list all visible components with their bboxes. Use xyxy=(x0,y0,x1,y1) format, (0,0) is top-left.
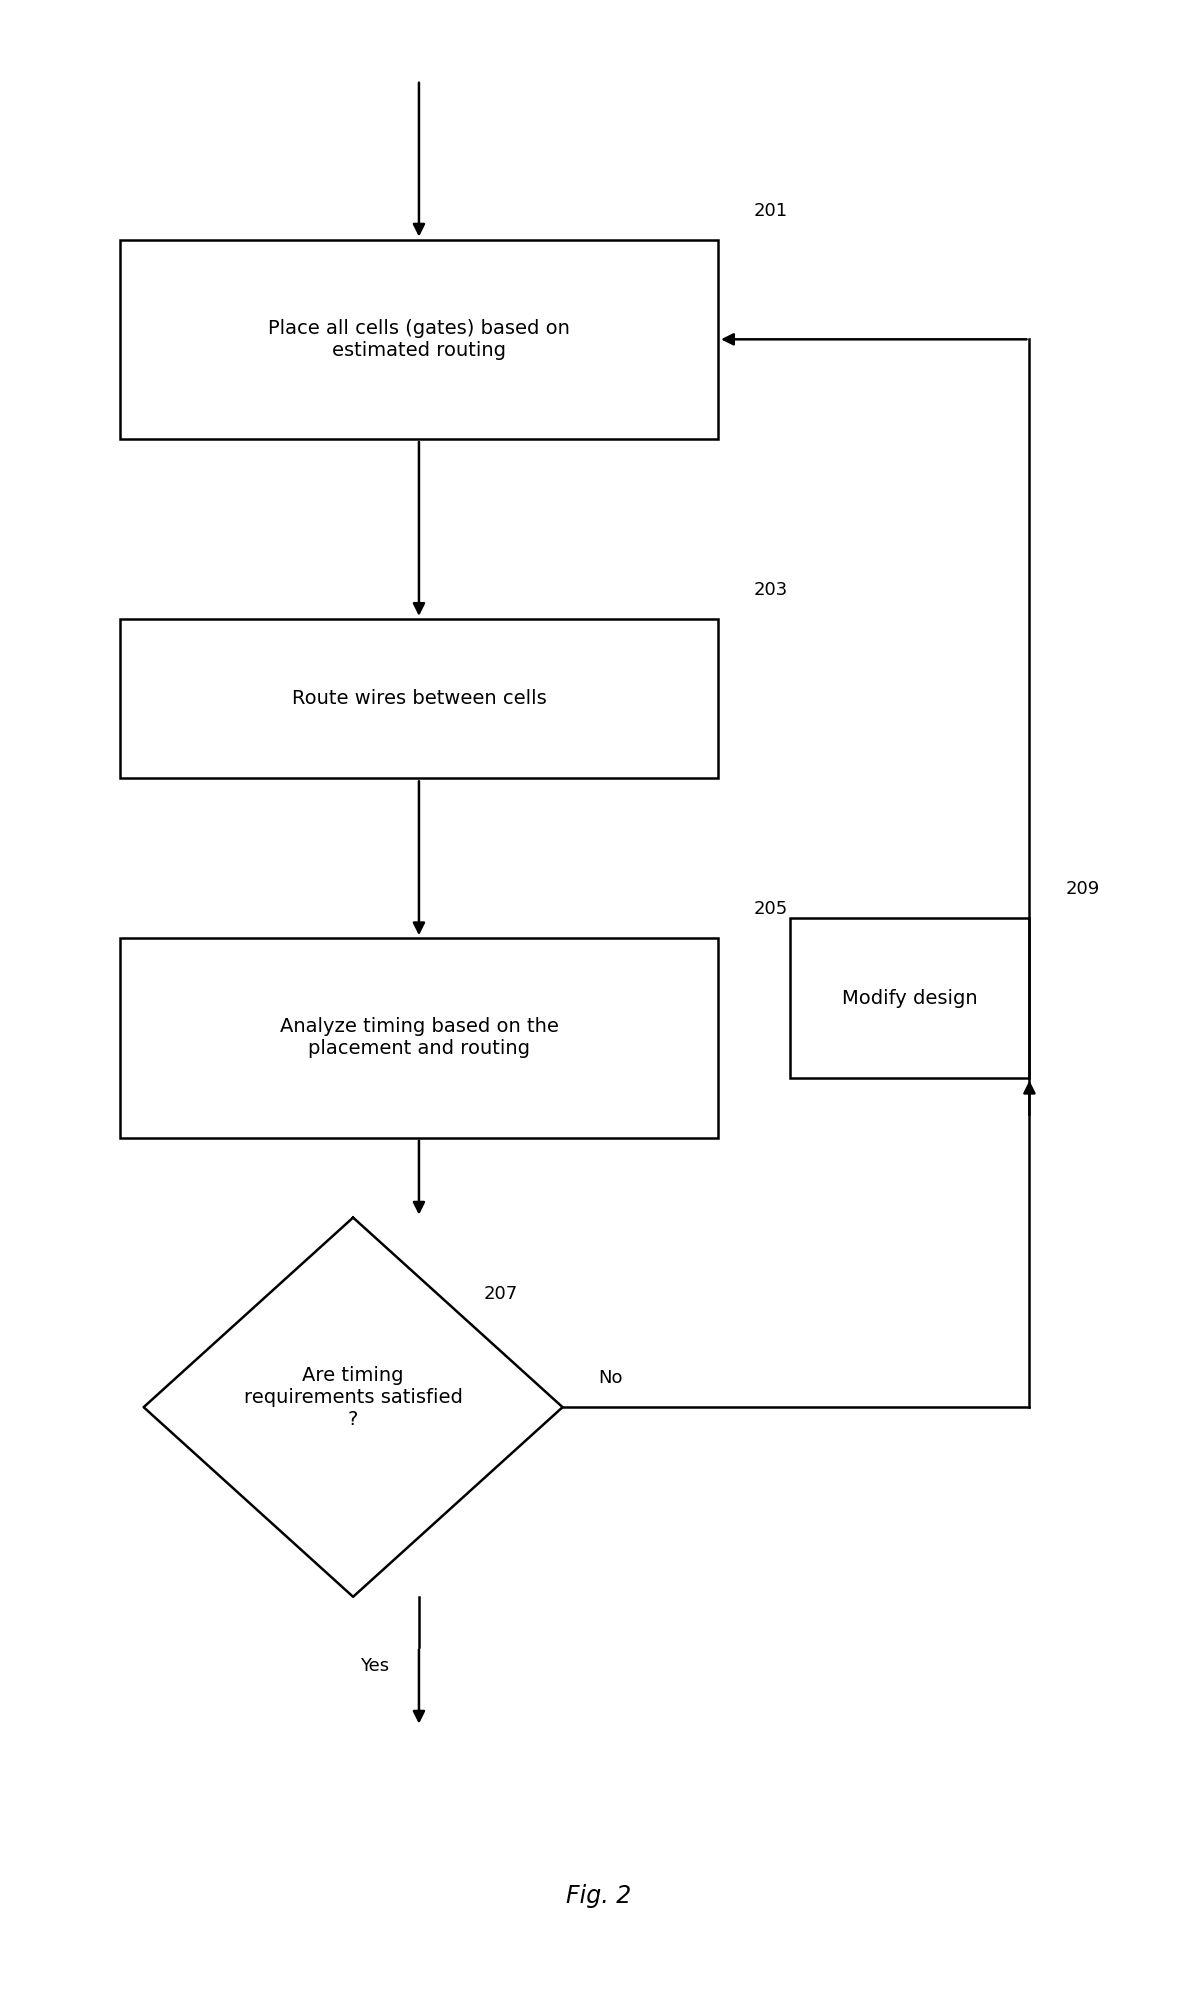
Text: Are timing
requirements satisfied
?: Are timing requirements satisfied ? xyxy=(244,1365,462,1429)
Text: Place all cells (gates) based on
estimated routing: Place all cells (gates) based on estimat… xyxy=(268,319,570,359)
Text: 201: 201 xyxy=(754,202,789,220)
FancyBboxPatch shape xyxy=(120,619,718,778)
Text: Yes: Yes xyxy=(360,1657,389,1675)
Text: Modify design: Modify design xyxy=(841,988,978,1008)
Text: 205: 205 xyxy=(754,900,789,918)
Text: Fig. 2: Fig. 2 xyxy=(566,1884,631,1908)
FancyBboxPatch shape xyxy=(120,938,718,1138)
Text: 209: 209 xyxy=(1065,880,1100,898)
Text: No: No xyxy=(598,1369,622,1387)
Text: 203: 203 xyxy=(754,581,789,599)
FancyBboxPatch shape xyxy=(790,918,1029,1078)
Text: Analyze timing based on the
placement and routing: Analyze timing based on the placement an… xyxy=(280,1018,558,1058)
Text: 207: 207 xyxy=(484,1285,517,1303)
FancyBboxPatch shape xyxy=(120,240,718,439)
Text: Route wires between cells: Route wires between cells xyxy=(292,689,546,709)
